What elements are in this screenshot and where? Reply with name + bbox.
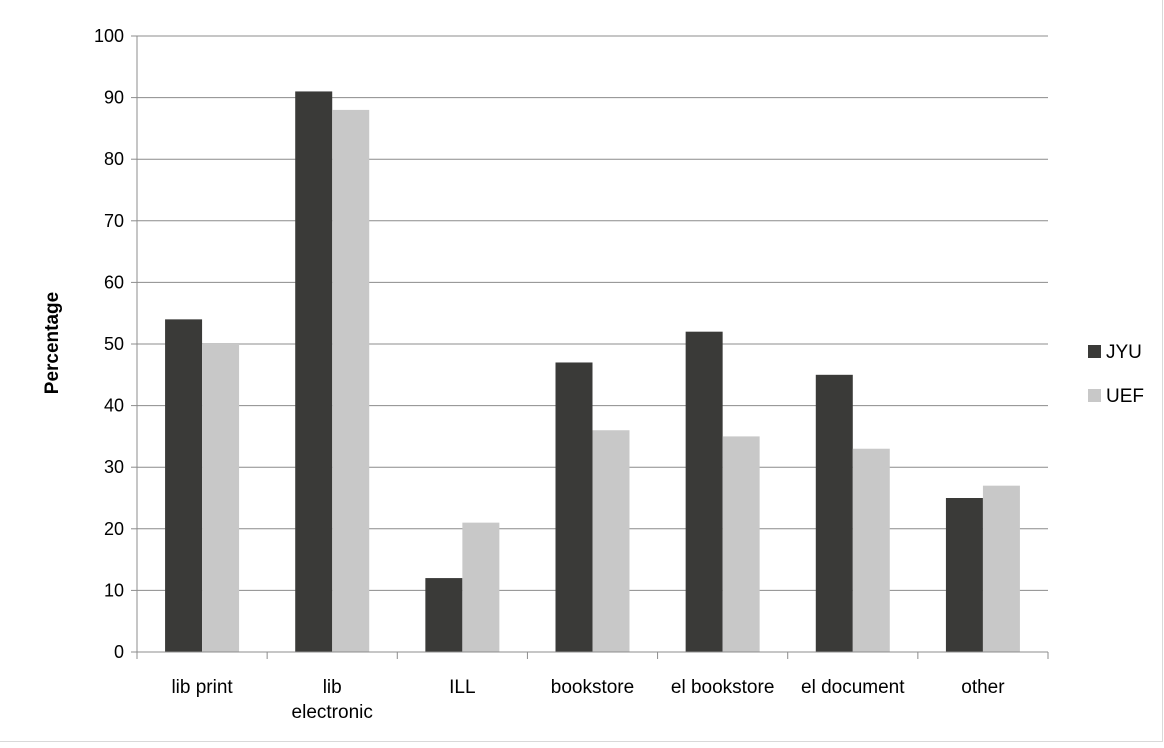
bar-uef: [722, 436, 760, 652]
x-category-label: lib: [323, 677, 342, 698]
legend-swatch-uef: [1088, 389, 1101, 402]
y-tick-label: 40: [104, 396, 124, 416]
bar-jyu: [425, 578, 463, 652]
y-tick-label: 90: [104, 88, 124, 108]
y-tick-labels: 0 10 20 30 40 50 60 70 80 90 100: [94, 26, 124, 662]
bar-uef: [462, 522, 500, 652]
bar-uef: [982, 485, 1020, 652]
y-tick-label: 70: [104, 211, 124, 231]
x-category-label: bookstore: [551, 677, 634, 698]
y-tick-label: 80: [104, 149, 124, 169]
bar-jyu: [685, 331, 723, 652]
legend-label-uef: UEF: [1106, 386, 1144, 407]
y-tick-label: 10: [104, 580, 124, 600]
y-tick-label: 100: [94, 26, 124, 46]
bars: [165, 91, 1020, 653]
x-category-label: other: [961, 677, 1005, 698]
x-category-label: ILL: [449, 677, 475, 698]
bar-jyu: [165, 319, 203, 652]
bar-jyu: [945, 498, 983, 652]
y-tick-label: 60: [104, 272, 124, 292]
y-tick-label: 20: [104, 519, 124, 539]
y-tick-label: 50: [104, 334, 124, 354]
x-category-label: el bookstore: [671, 677, 775, 698]
axes: [131, 35, 1049, 659]
bar-jyu: [295, 91, 333, 652]
x-category-label: el document: [801, 677, 905, 698]
y-tick-label: 30: [104, 457, 124, 477]
legend-swatch-jyu: [1088, 345, 1101, 358]
bar-uef: [852, 448, 890, 652]
gridlines: [137, 35, 1048, 591]
bar-jyu: [815, 374, 853, 652]
legend: JYU UEF: [1088, 342, 1144, 407]
bar-uef: [202, 344, 240, 652]
y-axis-label: Percentage: [42, 292, 63, 394]
x-category-labels: lib print lib electronic ILL bookstore el boo…: [171, 677, 1005, 723]
bar-uef: [332, 109, 370, 653]
bar-uef: [592, 430, 630, 652]
x-category-label: lib print: [171, 677, 233, 698]
legend-label-jyu: JYU: [1106, 342, 1142, 363]
bar-jyu: [555, 362, 593, 652]
x-category-label: electronic: [292, 702, 373, 723]
y-tick-label: 0: [114, 642, 124, 662]
